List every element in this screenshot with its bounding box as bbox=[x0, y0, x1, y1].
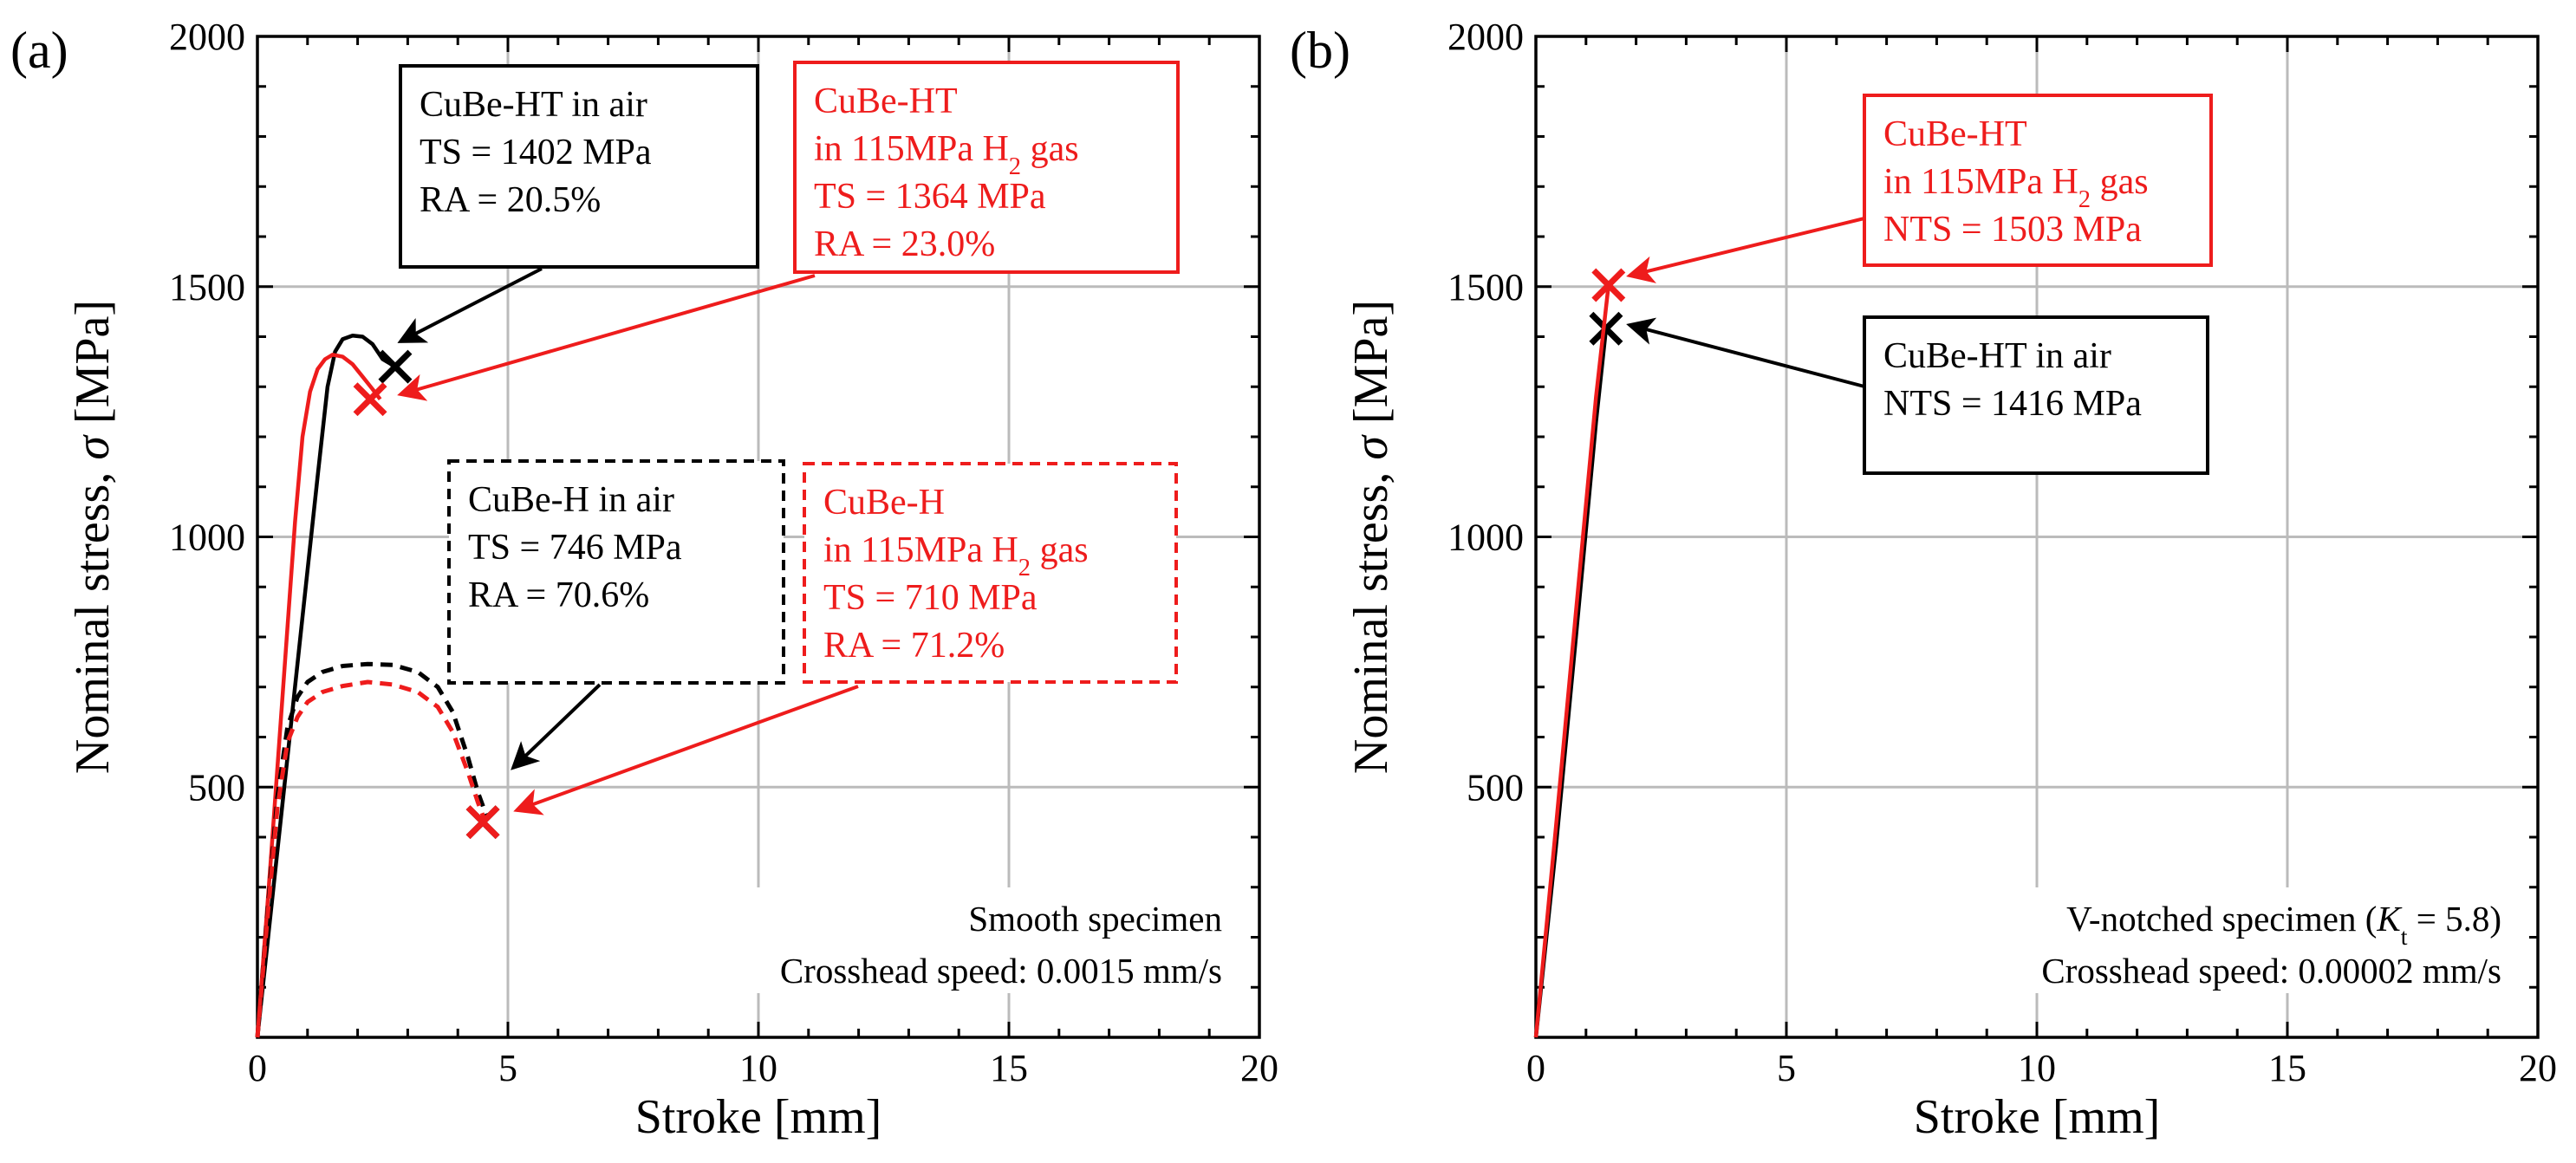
x-tick-label: 10 bbox=[739, 1047, 777, 1089]
y-tick-label: 500 bbox=[188, 766, 245, 809]
annotation-text: CuBe-H in air TS = 746 MPa RA = 70.6% bbox=[468, 480, 682, 615]
series-line bbox=[1533, 284, 1611, 1038]
leader-arrow bbox=[1626, 317, 1865, 388]
fracture-marker-stroke bbox=[378, 349, 413, 384]
fracture-marker-stroke bbox=[1591, 268, 1626, 302]
annotation-box: CuBe-HT in air NTS = 1416 MPa bbox=[1863, 315, 2209, 475]
fracture-marker bbox=[1591, 268, 1626, 302]
series-line bbox=[255, 661, 491, 1038]
leader-arrow bbox=[397, 274, 816, 401]
annotation-frame bbox=[1863, 94, 2213, 267]
x-axis-title: Stroke [mm] bbox=[1914, 1090, 2161, 1144]
chart-panel-a: 0 5 10 15 20 500 1000 1500 2000 Stroke [mm] Nomina… bbox=[10, 16, 1278, 1144]
x-tick-label: 0 bbox=[248, 1047, 267, 1089]
panel-label: (a) bbox=[10, 22, 68, 79]
y-tick-label: 1000 bbox=[169, 517, 245, 559]
fracture-marker-stroke bbox=[1589, 311, 1623, 346]
annotation-text: CuBe-HT in air NTS = 1416 MPa bbox=[1883, 336, 2142, 424]
x-tick-label: 0 bbox=[1526, 1047, 1545, 1089]
x-axis-title: Stroke [mm] bbox=[635, 1090, 882, 1144]
notes-background bbox=[1895, 887, 2506, 993]
annotation-text: CuBe-HT in 115MPa H2 gas TS = 1364 MPa RA =… bbox=[814, 81, 1079, 264]
annotation-frame bbox=[803, 462, 1178, 684]
panel-label: (b) bbox=[1290, 22, 1350, 79]
annotation-box: CuBe-H in 115MPa H2 gas TS = 710 MPa RA = 7… bbox=[803, 462, 1178, 684]
annotation-text: CuBe-H in 115MPa H2 gas TS = 710 MPa RA = 7… bbox=[823, 483, 1089, 666]
y-tick-label: 1000 bbox=[1447, 517, 1524, 559]
leader-arrow bbox=[511, 683, 602, 770]
annotation-text: CuBe-HT in 115MPa H2 gas NTS = 1503 MPa bbox=[1883, 114, 2149, 250]
y-tick-label: 2000 bbox=[169, 16, 245, 58]
y-tick-label: 500 bbox=[1467, 766, 1524, 809]
fracture-marker-stroke bbox=[465, 805, 500, 840]
condition-note: Crosshead speed: 0.0015 mm/s bbox=[780, 951, 1222, 991]
annotation-frame bbox=[793, 61, 1180, 274]
annotation-box: CuBe-HT in 115MPa H2 gas NTS = 1503 MPa bbox=[1863, 94, 2213, 267]
annotation-text: CuBe-HT in air TS = 1402 MPa RA = 20.5% bbox=[420, 85, 652, 220]
x-tick-label: 5 bbox=[498, 1047, 517, 1089]
chart-panel-b: 0 5 10 15 20 500 1000 1500 2000 Stroke [mm] Nomina… bbox=[1290, 16, 2557, 1144]
fracture-marker-stroke bbox=[353, 382, 387, 417]
annotation-frame bbox=[447, 459, 785, 685]
x-tick-label: 5 bbox=[1777, 1047, 1796, 1089]
y-tick-label: 2000 bbox=[1447, 16, 1524, 58]
annotation-box: CuBe-HT in air TS = 1402 MPa RA = 20.5% bbox=[399, 64, 759, 269]
annotation-box: CuBe-H in air TS = 746 MPa RA = 70.6% bbox=[447, 459, 785, 685]
notes-background bbox=[615, 887, 1226, 993]
fracture-marker bbox=[353, 382, 387, 417]
fracture-marker bbox=[465, 805, 500, 840]
condition-note: Smooth specimen bbox=[968, 899, 1222, 939]
series-line bbox=[255, 334, 397, 1038]
x-tick-label: 15 bbox=[2268, 1047, 2306, 1089]
y-tick-label: 1500 bbox=[169, 266, 245, 309]
x-tick-label: 15 bbox=[990, 1047, 1028, 1089]
series-line bbox=[255, 679, 488, 1038]
leader-arrow bbox=[1626, 217, 1865, 283]
annotation-frame bbox=[1863, 315, 2209, 475]
leader-arrow bbox=[397, 267, 543, 343]
y-axis-title: Nominal stress, σ [MPa] bbox=[1344, 300, 1398, 774]
x-tick-label: 20 bbox=[1240, 1047, 1278, 1089]
x-tick-label: 20 bbox=[2519, 1047, 2557, 1089]
series-line bbox=[255, 353, 382, 1038]
y-axis-title: Nominal stress, σ [MPa] bbox=[66, 300, 120, 774]
fracture-marker bbox=[1589, 311, 1623, 346]
condition-note: Crosshead speed: 0.00002 mm/s bbox=[2041, 951, 2501, 991]
leader-arrow bbox=[513, 685, 859, 815]
x-tick-label: 10 bbox=[2018, 1047, 2056, 1089]
annotation-frame bbox=[399, 64, 759, 269]
annotation-box: CuBe-HT in 115MPa H2 gas TS = 1364 MPa RA =… bbox=[793, 61, 1180, 274]
condition-note: V-notched specimen (Kt = 5.8) bbox=[2066, 899, 2501, 951]
fracture-marker bbox=[378, 349, 413, 384]
y-tick-label: 1500 bbox=[1447, 266, 1524, 309]
